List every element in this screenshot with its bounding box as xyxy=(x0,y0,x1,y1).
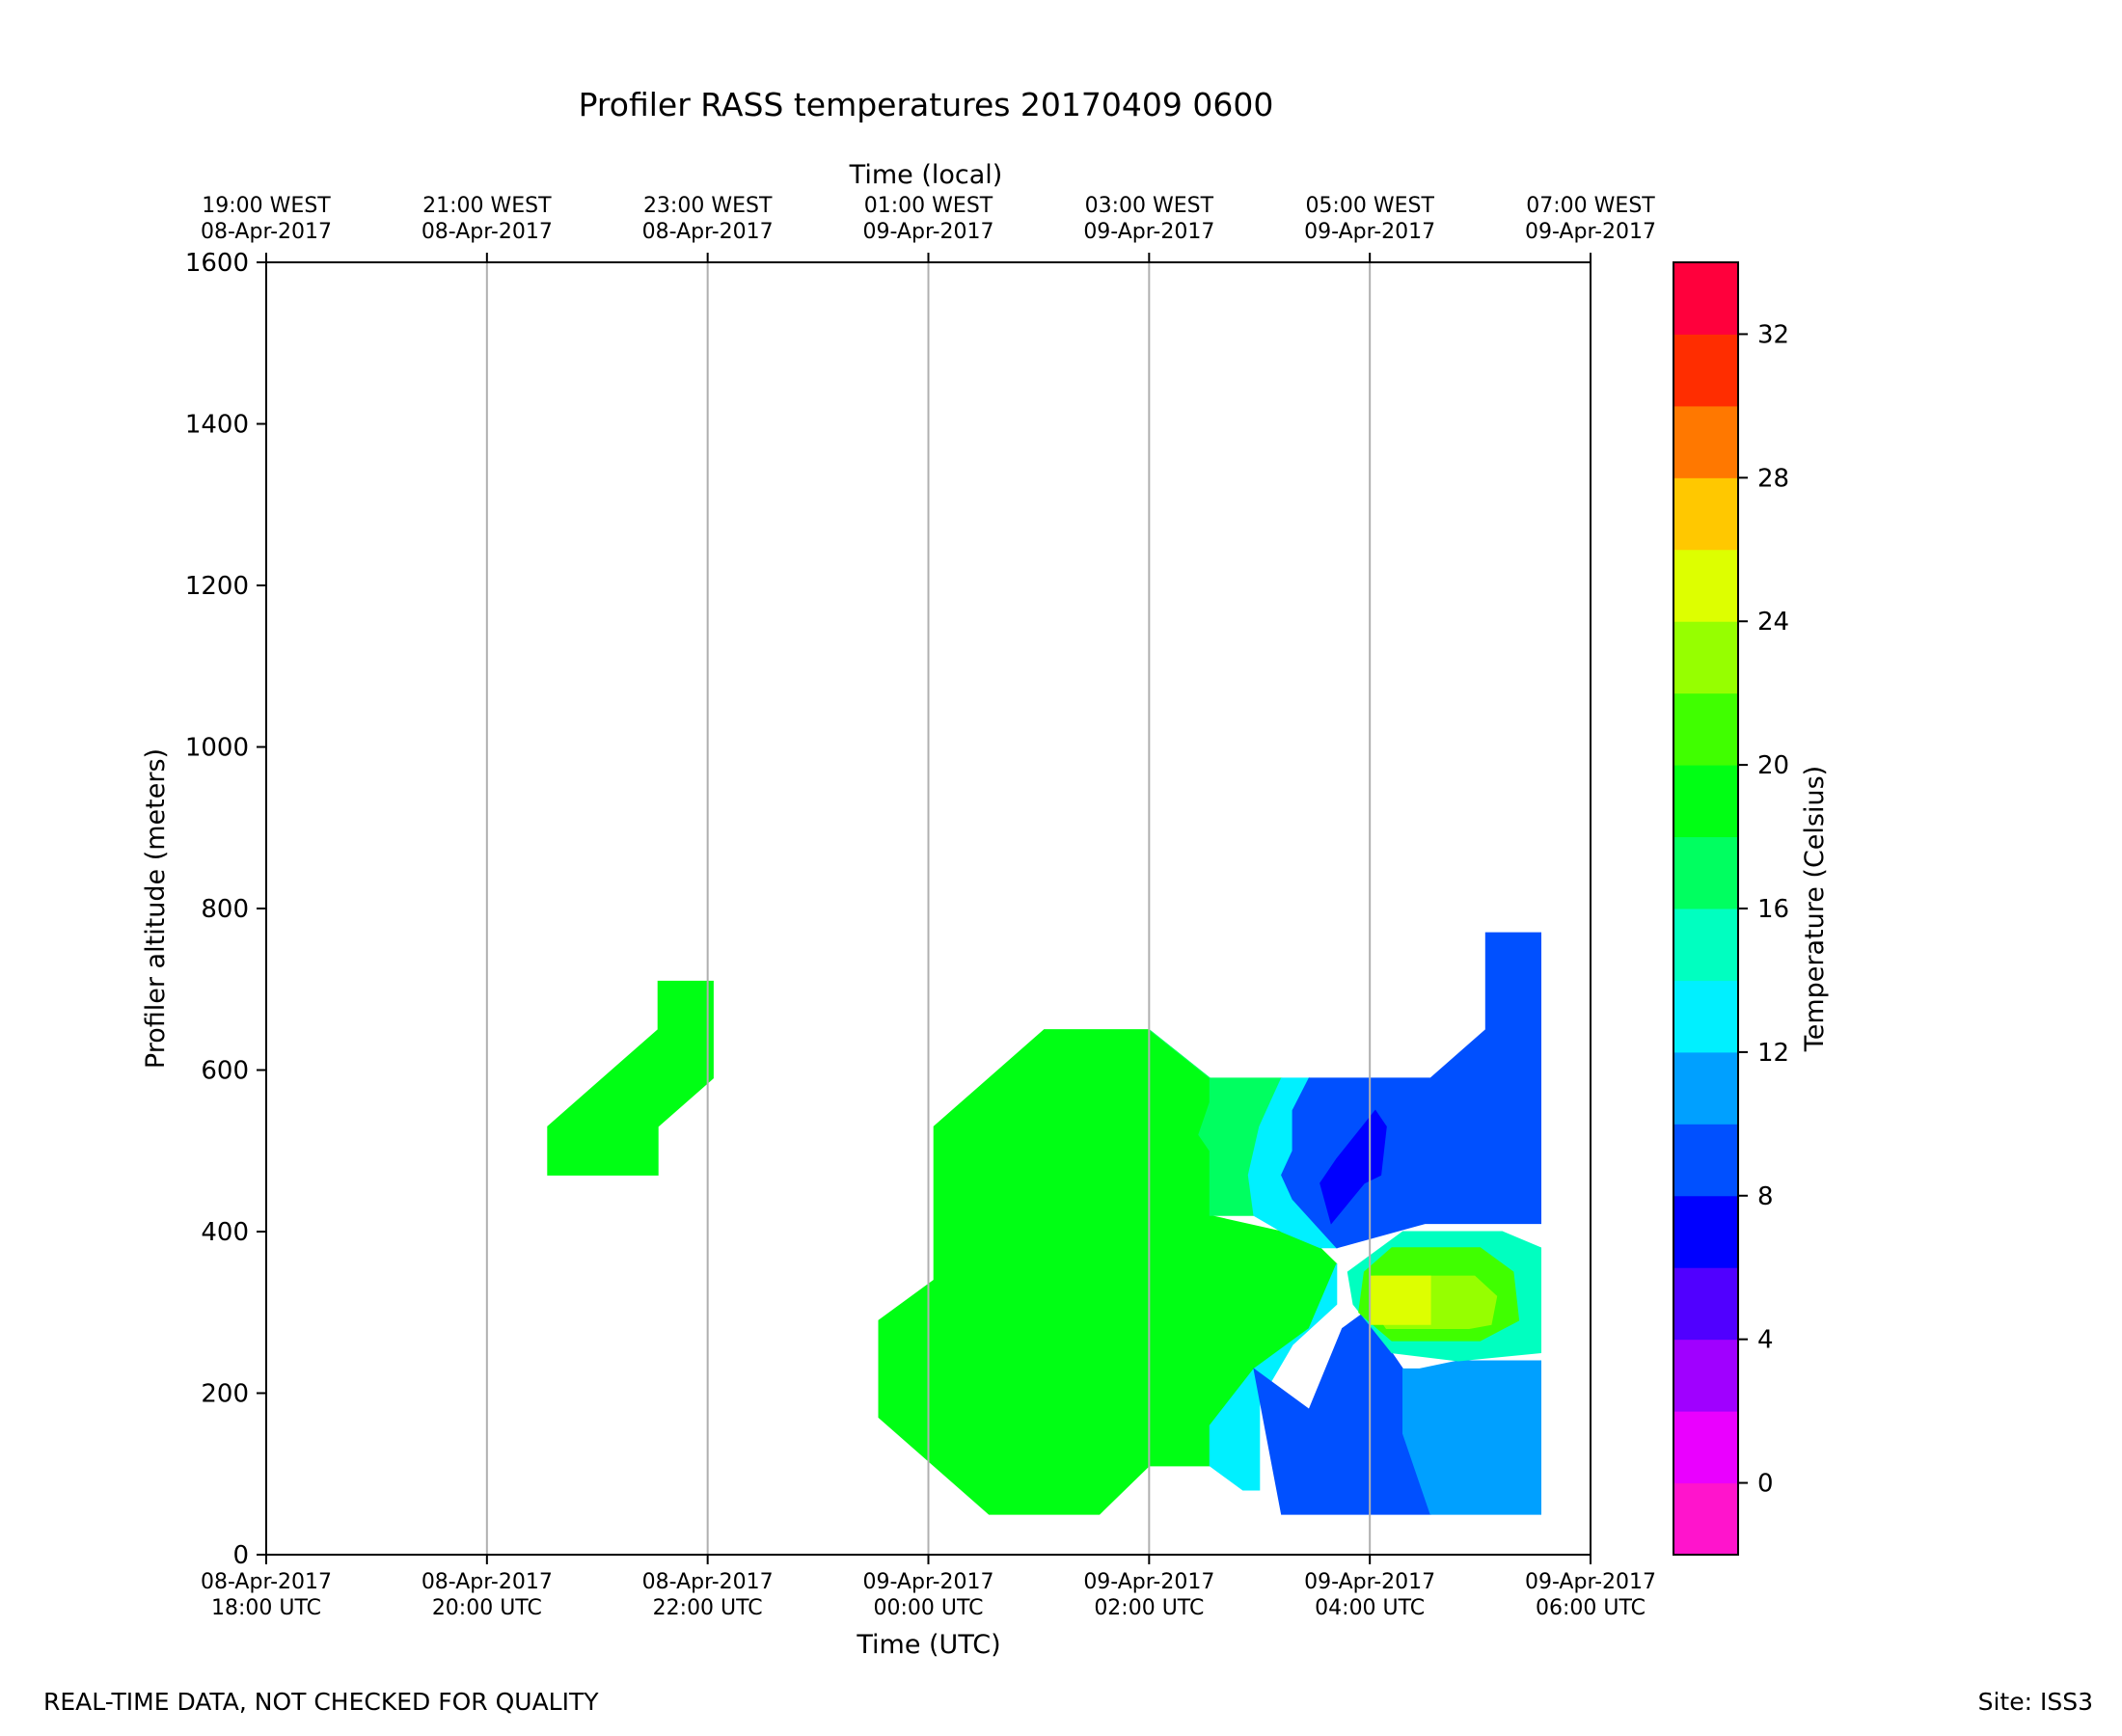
quality-note: REAL-TIME DATA, NOT CHECKED FOR QUALITY xyxy=(43,1688,599,1716)
y-tick-label: 200 xyxy=(201,1380,249,1409)
colorbar-segment xyxy=(1673,1267,1738,1341)
x-tick-label: 06:00 UTC xyxy=(1536,1596,1646,1620)
x-tick-label: 09-Apr-2017 xyxy=(1525,1570,1656,1594)
x-tick-label: 18:00 UTC xyxy=(211,1596,321,1620)
top-tick-label: 08-Apr-2017 xyxy=(642,220,774,244)
x-tick-label: 22:00 UTC xyxy=(653,1596,763,1620)
y-tick-label: 1400 xyxy=(185,411,249,440)
colorbar-segment xyxy=(1673,1482,1738,1556)
colorbar-label: Temperature (Celsius) xyxy=(1800,766,1830,1052)
top-tick-label: 01:00 WEST xyxy=(864,194,993,218)
colorbar-tick-label: 24 xyxy=(1757,608,1789,637)
x-tick-label: 09-Apr-2017 xyxy=(862,1570,993,1594)
region-warm-core xyxy=(1369,1275,1431,1325)
colorbar-segment xyxy=(1673,1195,1738,1268)
top-tick-label: 03:00 WEST xyxy=(1085,194,1214,218)
colorbar-segment xyxy=(1673,1051,1738,1125)
colorbar-segment xyxy=(1673,477,1738,551)
x-tick-label: 02:00 UTC xyxy=(1094,1596,1204,1620)
top-tick-label: 08-Apr-2017 xyxy=(201,220,332,244)
x-tick-label: 04:00 UTC xyxy=(1315,1596,1425,1620)
x-axis-label: Time (UTC) xyxy=(856,1630,1000,1660)
colorbar-ticks: 0 4 8 12 16 20 24 28 32 xyxy=(1738,320,1789,1499)
top-axis-label: Time (local) xyxy=(849,160,1003,190)
colorbar-segment xyxy=(1673,909,1738,981)
colorbar-segment xyxy=(1673,549,1738,622)
colorbar-segment xyxy=(1673,692,1738,766)
colorbar-segment xyxy=(1673,1339,1738,1412)
chart-title: Profiler RASS temperatures 20170409 0600 xyxy=(579,86,1274,123)
top-tick-label: 05:00 WEST xyxy=(1305,194,1434,218)
plot-frame xyxy=(265,261,1592,1556)
y-tick-label: 0 xyxy=(232,1541,249,1570)
top-tick-label: 21:00 WEST xyxy=(422,194,552,218)
y-tick-label: 1200 xyxy=(185,572,249,601)
x-tick-label: 08-Apr-2017 xyxy=(201,1570,332,1594)
colorbar-tick-label: 12 xyxy=(1757,1039,1789,1068)
colorbar-segment xyxy=(1673,765,1738,838)
colorbar-tick-label: 20 xyxy=(1757,751,1789,780)
x-tick-label: 00:00 UTC xyxy=(873,1596,983,1620)
x-tick-label: 08-Apr-2017 xyxy=(642,1570,774,1594)
colorbar-tick-label: 8 xyxy=(1757,1182,1774,1211)
region-warm-patch-evening xyxy=(547,980,714,1176)
colorbar-segment xyxy=(1673,1124,1738,1197)
top-tick-label: 09-Apr-2017 xyxy=(1083,220,1214,244)
colorbar-tick-label: 16 xyxy=(1757,895,1789,924)
colorbar-tick-label: 4 xyxy=(1757,1326,1774,1355)
colorbar-tick-label: 0 xyxy=(1757,1470,1774,1499)
colorbar-tick-label: 32 xyxy=(1757,320,1789,349)
top-tick-label: 09-Apr-2017 xyxy=(862,220,993,244)
y-axis: 0 200 400 600 800 1000 1200 1400 1600 xyxy=(185,249,266,1570)
y-tick-label: 800 xyxy=(201,895,249,924)
region-lower-mid xyxy=(1402,1360,1541,1515)
colorbar xyxy=(1673,262,1738,1556)
top-tick-label: 09-Apr-2017 xyxy=(1525,220,1656,244)
y-tick-label: 1000 xyxy=(185,734,249,763)
x-tick-label: 08-Apr-2017 xyxy=(422,1570,553,1594)
temperature-regions xyxy=(547,932,1541,1515)
colorbar-segment xyxy=(1673,836,1738,909)
x-tick-label: 20:00 UTC xyxy=(432,1596,542,1620)
y-tick-label: 1600 xyxy=(185,249,249,278)
colorbar-segment xyxy=(1673,980,1738,1053)
top-tick-label: 19:00 WEST xyxy=(202,194,331,218)
y-axis-label: Profiler altitude (meters) xyxy=(141,748,171,1069)
colorbar-segment xyxy=(1673,621,1738,694)
region-upper-blue xyxy=(1281,932,1541,1249)
x-tick-label: 09-Apr-2017 xyxy=(1083,1570,1214,1594)
grid-lines xyxy=(485,262,1372,1555)
top-tick-label: 08-Apr-2017 xyxy=(422,220,553,244)
top-tick-label: 09-Apr-2017 xyxy=(1304,220,1435,244)
top-tick-label: 07:00 WEST xyxy=(1526,194,1655,218)
y-tick-label: 600 xyxy=(201,1057,249,1086)
site-label: Site: ISS3 xyxy=(1977,1688,2093,1716)
colorbar-segment xyxy=(1673,334,1738,407)
x-tick-label: 09-Apr-2017 xyxy=(1304,1570,1435,1594)
y-tick-label: 400 xyxy=(201,1218,249,1247)
colorbar-segment xyxy=(1673,262,1738,335)
colorbar-segment xyxy=(1673,405,1738,478)
top-tick-label: 23:00 WEST xyxy=(643,194,773,218)
colorbar-tick-label: 28 xyxy=(1757,464,1789,493)
region-transition-cyan-low xyxy=(1209,1263,1338,1491)
colorbar-segment xyxy=(1673,1411,1738,1484)
